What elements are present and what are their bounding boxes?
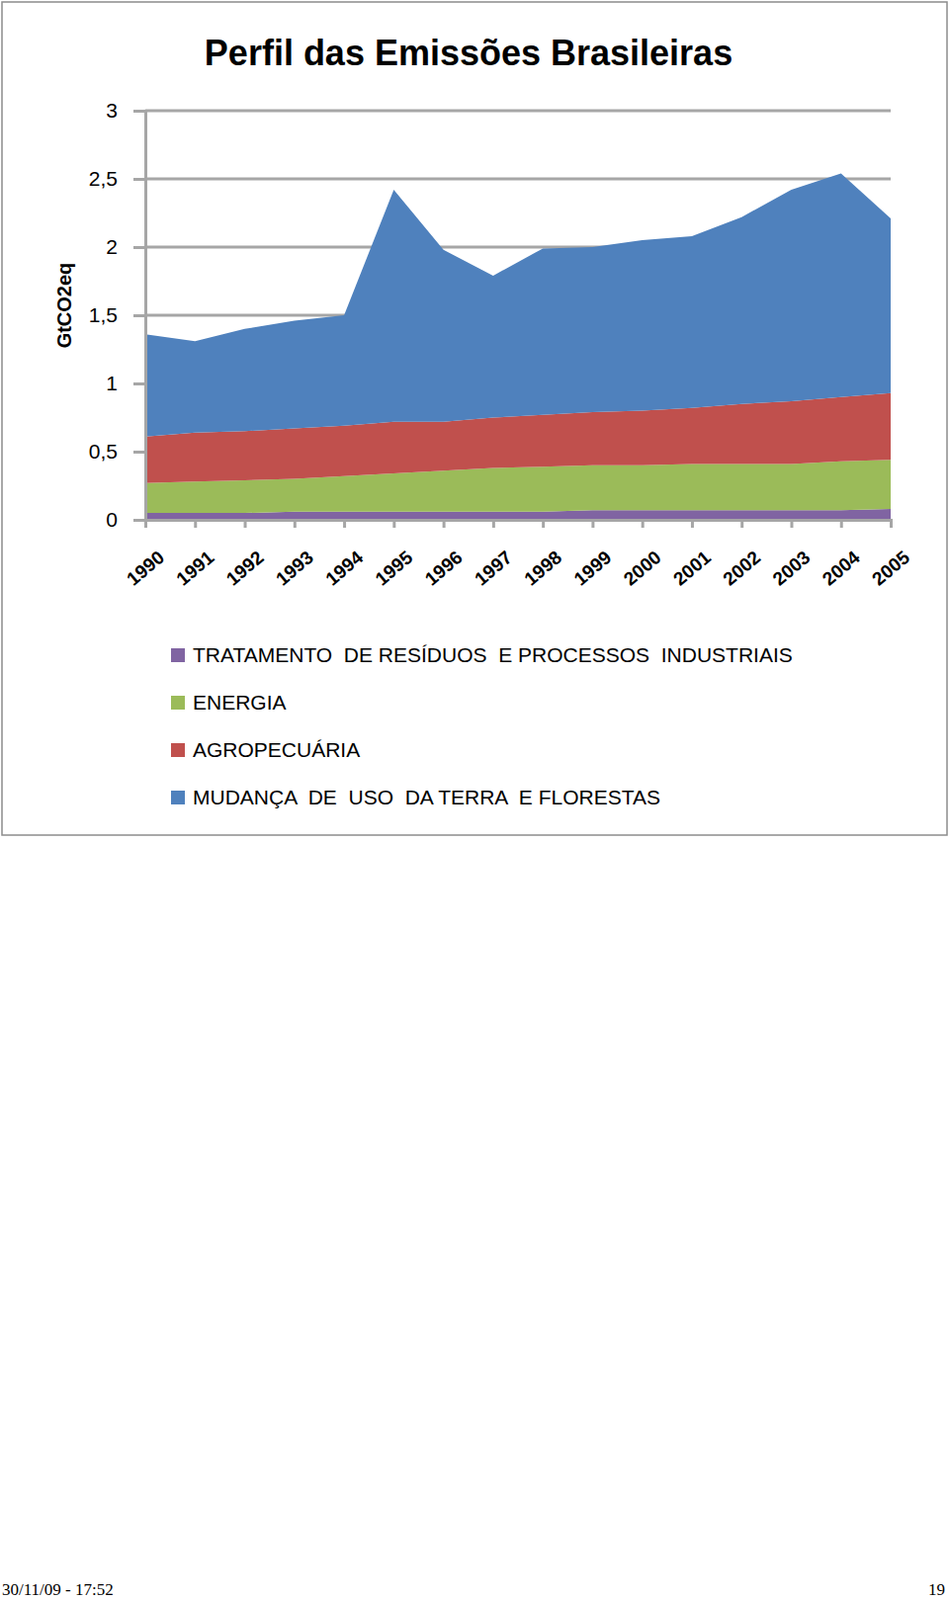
y-axis-title: GtCO2eq bbox=[53, 262, 76, 349]
x-tick: 1995 bbox=[371, 519, 418, 591]
x-tick: 1993 bbox=[271, 519, 318, 591]
x-tick-mark bbox=[293, 519, 297, 528]
y-tick: 3 bbox=[105, 98, 146, 122]
x-tick: 1999 bbox=[570, 519, 616, 591]
x-tick-label: 2000 bbox=[619, 546, 666, 590]
y-axis: 0 0,5 1 1,5 2 2,5 3 bbox=[88, 98, 147, 531]
x-tick-mark bbox=[889, 519, 893, 528]
x-tick-mark bbox=[840, 519, 844, 528]
x-tick-mark bbox=[541, 519, 545, 528]
footer-date: 30/11/09 - 17:52 bbox=[1, 1580, 114, 1600]
x-tick-label: 2004 bbox=[818, 546, 864, 591]
legend-label: AGROPECUÁRIA bbox=[192, 738, 360, 762]
y-axis-line bbox=[133, 111, 147, 521]
chart-title: Perfil das Emissões Brasileiras bbox=[204, 32, 733, 74]
y-tick-label: 2 bbox=[105, 235, 118, 259]
y-tick-mark bbox=[133, 518, 146, 522]
x-tick-mark bbox=[492, 519, 496, 528]
grid bbox=[145, 110, 891, 520]
plot-marks bbox=[145, 172, 891, 520]
x-tick: 2002 bbox=[718, 519, 765, 591]
y-tick-mark bbox=[133, 382, 146, 386]
x-tick-label: 1999 bbox=[570, 546, 616, 590]
x-tick: 1997 bbox=[470, 519, 517, 591]
legend-label: MUDANÇA DE USO DA TERRA E FLORESTAS bbox=[192, 785, 661, 809]
legend-swatch bbox=[171, 743, 185, 758]
x-tick-mark bbox=[244, 519, 248, 528]
y-tick-mark bbox=[133, 177, 146, 181]
y-tick-mark bbox=[133, 450, 146, 454]
legend: TRATAMENTO DE RESÍDUOS E PROCESSOS INDUS… bbox=[171, 643, 793, 809]
y-tick-label: 0,5 bbox=[88, 439, 118, 463]
y-tick-mark bbox=[133, 314, 146, 318]
y-tick: 1,5 bbox=[88, 303, 146, 327]
x-tick-label: 1994 bbox=[321, 546, 367, 591]
x-tick-label: 1996 bbox=[421, 546, 467, 590]
legend-label: ENERGIA bbox=[192, 690, 287, 714]
x-tick: 1998 bbox=[519, 519, 566, 591]
legend-swatch bbox=[171, 695, 185, 710]
x-tick-mark bbox=[144, 519, 148, 528]
x-tick-label: 1997 bbox=[470, 546, 517, 590]
page: Perfil das Emissões BrasileirasGtCO2eq00… bbox=[0, 0, 949, 1600]
y-tick: 2 bbox=[105, 235, 146, 259]
x-tick-label: 2005 bbox=[867, 546, 914, 591]
y-tick-label: 3 bbox=[105, 98, 118, 122]
x-tick-label: 1990 bbox=[122, 546, 169, 590]
x-tick-label: 1991 bbox=[172, 546, 218, 591]
x-tick-mark bbox=[740, 519, 744, 528]
x-tick-mark bbox=[343, 519, 346, 528]
x-tick: 2004 bbox=[818, 519, 864, 591]
x-tick: 1994 bbox=[321, 519, 367, 591]
x-tick-mark bbox=[789, 519, 793, 528]
y-tick: 1 bbox=[105, 371, 146, 395]
area-series bbox=[145, 172, 891, 436]
x-tick: 1992 bbox=[222, 519, 268, 591]
x-tick-label: 1995 bbox=[371, 546, 418, 591]
x-tick: 2001 bbox=[669, 519, 715, 591]
legend-label: TRATAMENTO DE RESÍDUOS E PROCESSOS INDUS… bbox=[192, 643, 793, 667]
y-tick-label: 1,5 bbox=[88, 303, 118, 327]
grid-line bbox=[145, 109, 891, 113]
y-tick-label: 1 bbox=[105, 371, 118, 395]
x-tick-mark bbox=[641, 519, 645, 528]
x-tick-mark bbox=[193, 519, 197, 528]
footer-page: 19 bbox=[928, 1580, 946, 1600]
y-tick-mark bbox=[133, 246, 146, 250]
x-tick: 1991 bbox=[172, 519, 218, 591]
x-tick-mark bbox=[591, 519, 595, 528]
chart-frame bbox=[1, 1, 948, 836]
x-tick: 2005 bbox=[867, 519, 914, 591]
x-axis-line bbox=[146, 520, 892, 529]
x-tick-label: 2003 bbox=[769, 546, 815, 590]
x-tick: 2003 bbox=[769, 519, 815, 591]
y-tick: 0,5 bbox=[88, 439, 146, 463]
x-tick-label: 1993 bbox=[271, 546, 318, 590]
x-axis: 1990199119921993199419951996199719981999… bbox=[122, 519, 914, 591]
x-tick: 1990 bbox=[122, 519, 169, 591]
x-tick: 2000 bbox=[619, 519, 666, 591]
x-tick-label: 2002 bbox=[718, 546, 765, 590]
x-tick-label: 2001 bbox=[669, 546, 715, 591]
y-tick: 2,5 bbox=[88, 167, 146, 190]
x-tick-mark bbox=[392, 519, 396, 528]
legend-swatch bbox=[171, 648, 185, 663]
y-tick-label: 0 bbox=[105, 508, 118, 531]
y-tick-label: 2,5 bbox=[88, 167, 118, 190]
x-tick-mark bbox=[442, 519, 446, 528]
x-tick-label: 1998 bbox=[519, 546, 566, 590]
x-tick: 1996 bbox=[421, 519, 467, 591]
grid-line bbox=[145, 177, 891, 181]
y-tick-mark bbox=[133, 109, 146, 113]
legend-swatch bbox=[171, 790, 185, 805]
x-tick-mark bbox=[690, 519, 694, 528]
y-tick: 0 bbox=[105, 508, 146, 531]
x-tick-label: 1992 bbox=[222, 546, 268, 590]
